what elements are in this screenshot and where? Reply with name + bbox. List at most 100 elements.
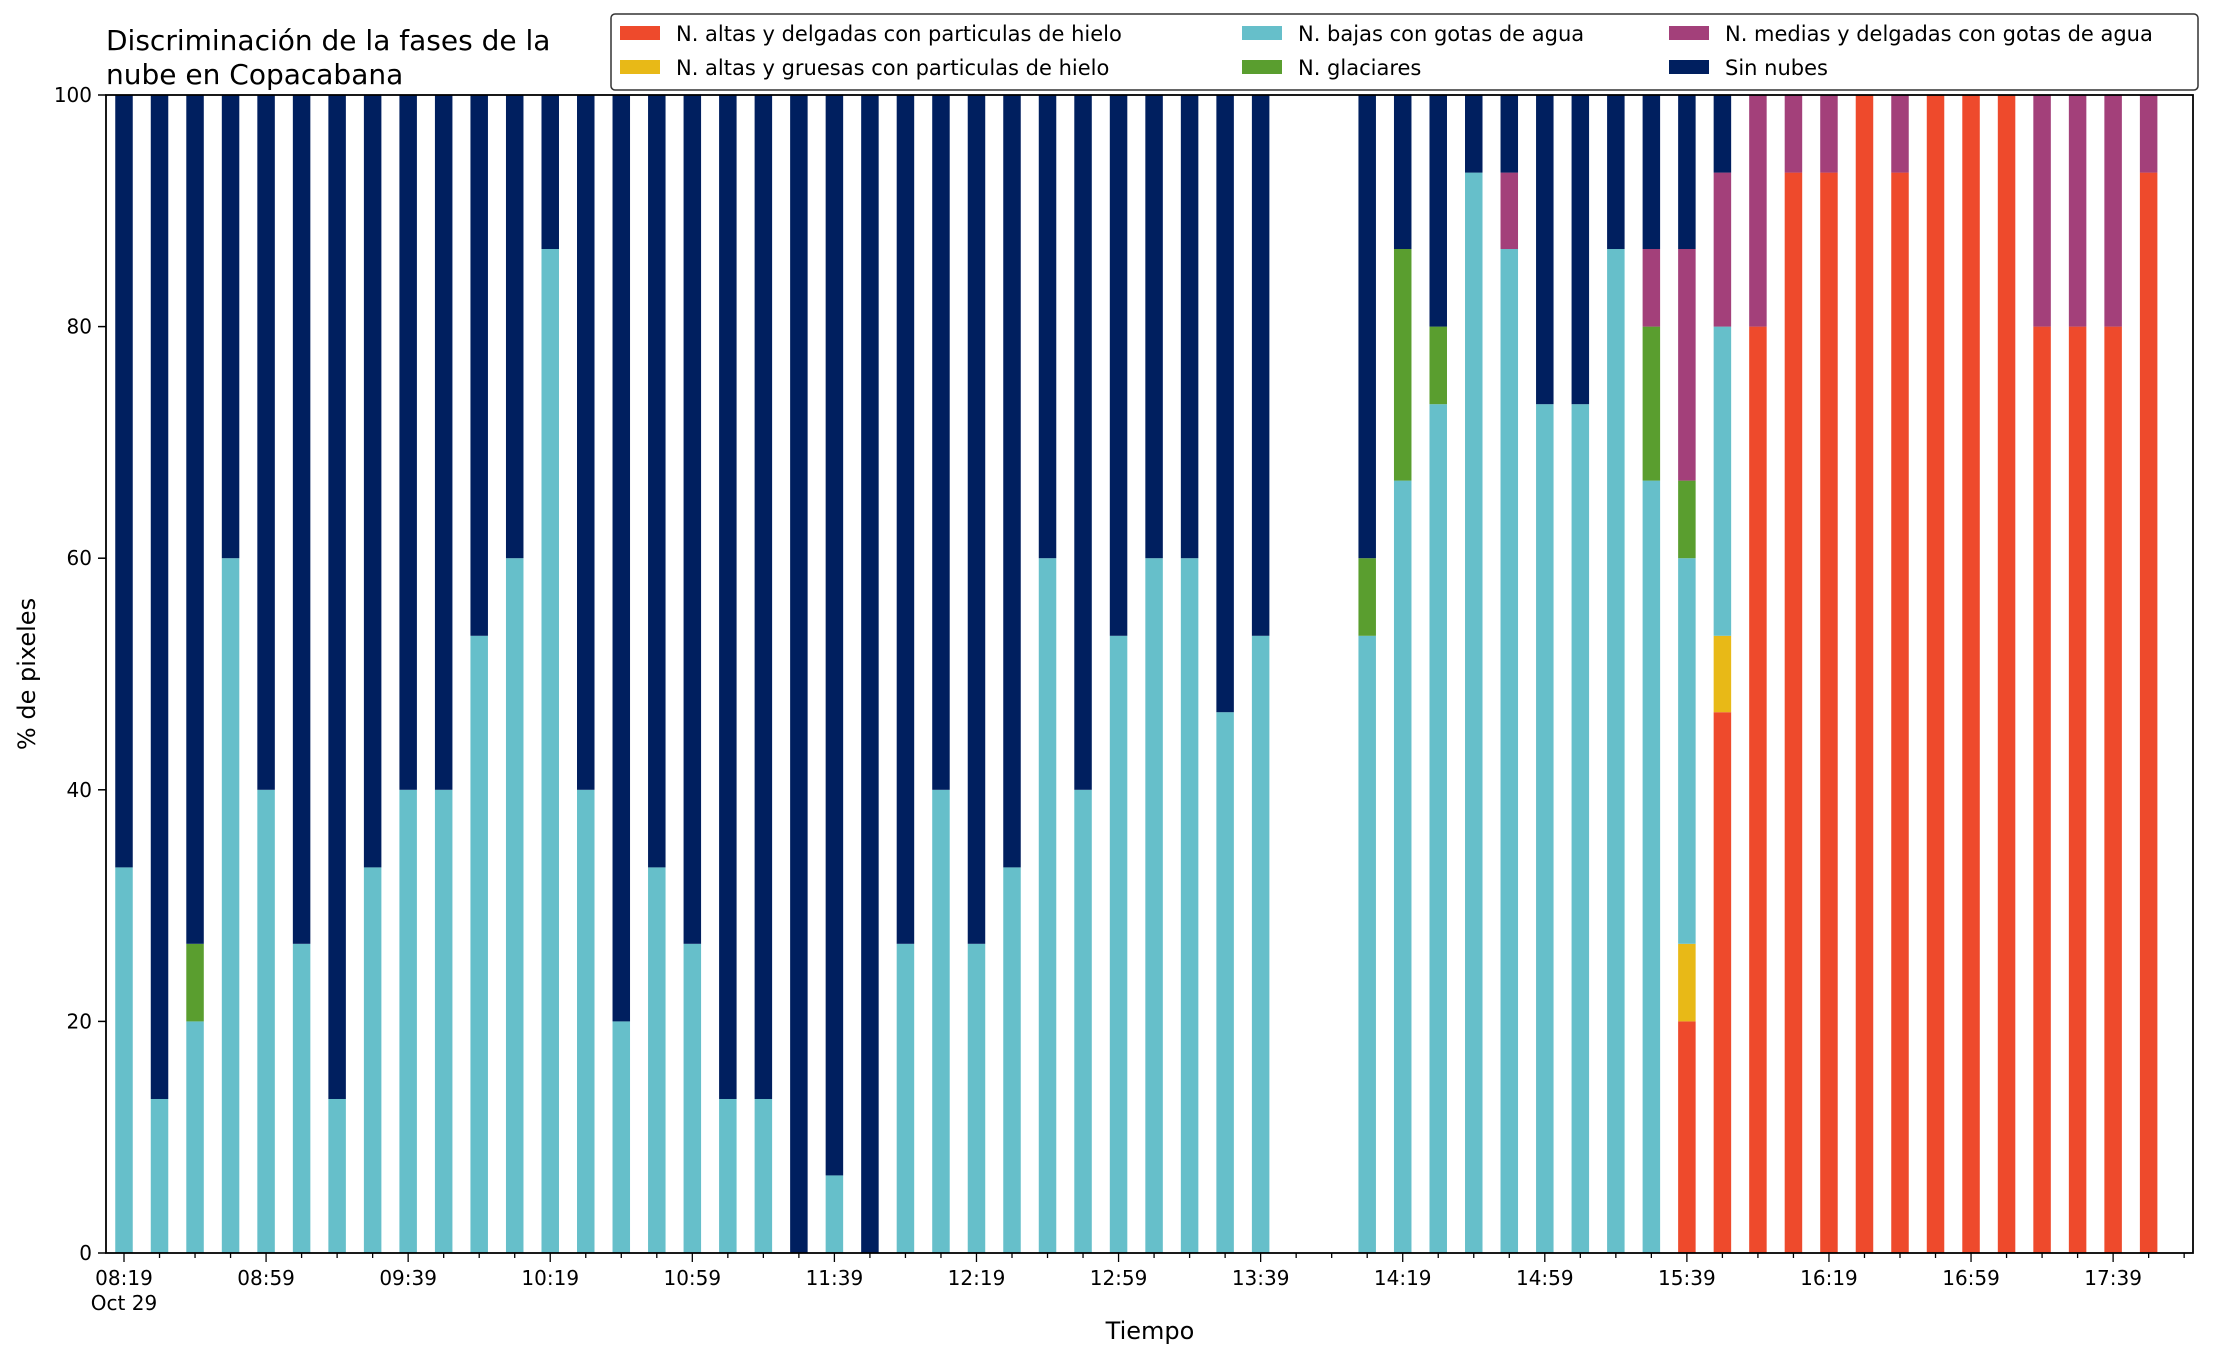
bar-segment bbox=[1678, 1021, 1696, 1253]
bar-segment bbox=[434, 95, 453, 790]
bar-segment bbox=[1749, 95, 1767, 327]
bar-segment bbox=[2068, 95, 2087, 327]
x-tick-label: 17:39 bbox=[2084, 1266, 2142, 1290]
legend-label: N. bajas con gotas de agua bbox=[1298, 22, 1584, 46]
bar-segment bbox=[1607, 95, 1625, 250]
bar-segment bbox=[1536, 404, 1554, 1253]
x-tick-label: 08:19 bbox=[95, 1266, 153, 1290]
bar-segment bbox=[790, 95, 808, 1253]
chart-title-line-2: nube en Copacabana bbox=[106, 58, 403, 91]
legend-item: Sin nubes bbox=[1669, 56, 1828, 80]
bar-segment bbox=[967, 95, 986, 944]
bar-segment bbox=[577, 95, 595, 790]
bar-segment bbox=[1358, 558, 1376, 636]
bar-segment bbox=[470, 95, 488, 636]
bar-segment bbox=[1536, 95, 1554, 405]
axes bbox=[105, 94, 2194, 1254]
y-tick-label: 80 bbox=[67, 315, 92, 339]
bar-segment bbox=[1571, 404, 1590, 1253]
bar-segment bbox=[648, 95, 666, 868]
bar-segment bbox=[1678, 943, 1696, 1022]
bar-segment bbox=[328, 1098, 346, 1253]
bar-segment bbox=[1678, 558, 1696, 944]
bar-segment bbox=[1713, 635, 1732, 713]
bar-segment bbox=[257, 95, 275, 790]
bar-segment bbox=[1180, 95, 1199, 559]
bar-segment bbox=[1003, 95, 1021, 868]
legend-swatch bbox=[620, 26, 660, 40]
y-tick-label: 0 bbox=[79, 1241, 92, 1265]
bar-segment bbox=[292, 95, 311, 944]
legend-label: N. altas y gruesas con particulas de hie… bbox=[676, 56, 1109, 80]
bar-segment bbox=[1038, 558, 1057, 1253]
bar-segment bbox=[2139, 95, 2158, 173]
x-tick-label: 10:19 bbox=[521, 1266, 579, 1290]
bar-segment bbox=[1891, 95, 1909, 173]
bar-segment bbox=[1820, 95, 1838, 173]
x-tick-label: 14:19 bbox=[1374, 1266, 1432, 1290]
bar-segment bbox=[221, 95, 240, 559]
legend-label: N. altas y delgadas con particulas de hi… bbox=[676, 22, 1122, 46]
y-tick-label: 40 bbox=[67, 778, 92, 802]
y-tick-label: 20 bbox=[67, 1009, 92, 1033]
x-tick-label: 15:39 bbox=[1658, 1266, 1716, 1290]
bar-segment bbox=[363, 95, 382, 868]
x-tick-label: 13:39 bbox=[1232, 1266, 1290, 1290]
bar-segment bbox=[541, 249, 559, 1253]
x-tick-label: 12:59 bbox=[1090, 1266, 1148, 1290]
bar-segment bbox=[2033, 95, 2051, 327]
legend-item: N. glaciares bbox=[1242, 56, 1421, 80]
x-tick-sublabel: Oct 29 bbox=[91, 1291, 157, 1315]
bar-segment bbox=[1678, 249, 1696, 481]
bar-segment bbox=[1145, 558, 1163, 1253]
bar-segment bbox=[1393, 249, 1412, 481]
bar-segment bbox=[1429, 326, 1447, 405]
bar-segment bbox=[150, 1098, 169, 1253]
legend-label: N. glaciares bbox=[1298, 56, 1421, 80]
legend-box bbox=[610, 13, 2199, 91]
bar-segment bbox=[1642, 249, 1661, 327]
bar-segment bbox=[1251, 635, 1270, 1253]
legend-item: N. altas y delgadas con particulas de hi… bbox=[620, 22, 1122, 46]
bar-segment bbox=[470, 635, 488, 1253]
bar-segment bbox=[683, 95, 702, 944]
bar-segment bbox=[754, 1098, 773, 1253]
bar-segment bbox=[1926, 95, 1945, 1253]
bar-segment bbox=[1358, 95, 1376, 559]
bar-segment bbox=[505, 558, 524, 1253]
bar-segment bbox=[1749, 326, 1767, 1254]
bar-segment bbox=[1216, 95, 1234, 713]
bars bbox=[115, 95, 2158, 1254]
bar-segment bbox=[2104, 326, 2122, 1254]
bar-segment bbox=[2139, 172, 2158, 1254]
bar-segment bbox=[1251, 95, 1270, 636]
chart-title-line-1: Discriminación de la fases de la bbox=[106, 24, 550, 57]
bar-segment bbox=[1216, 712, 1234, 1253]
bar-segment bbox=[1500, 249, 1519, 1253]
bar-segment bbox=[1891, 172, 1909, 1254]
legend-swatch bbox=[1242, 60, 1282, 74]
bar-segment bbox=[1571, 95, 1590, 405]
bar-segment bbox=[2068, 326, 2087, 1254]
bar-segment bbox=[1074, 95, 1092, 790]
bar-segment bbox=[1393, 95, 1412, 250]
bar-segment bbox=[1678, 95, 1696, 250]
y-axis-label: % de pixeles bbox=[13, 598, 41, 750]
bar-segment bbox=[719, 95, 737, 1099]
bar-segment bbox=[1429, 404, 1447, 1253]
bar-segment bbox=[896, 943, 915, 1253]
legend-swatch bbox=[1242, 26, 1282, 40]
bar-segment bbox=[363, 867, 382, 1253]
bar-segment bbox=[186, 943, 204, 1022]
bar-segment bbox=[1820, 172, 1838, 1254]
bar-segment bbox=[1074, 789, 1092, 1253]
bar-segment bbox=[825, 1175, 844, 1253]
bar-segment bbox=[328, 95, 346, 1099]
x-tick-label: 16:19 bbox=[1800, 1266, 1858, 1290]
bar-segment bbox=[399, 789, 417, 1253]
bar-segment bbox=[825, 95, 844, 1176]
x-tick-label: 10:59 bbox=[663, 1266, 721, 1290]
bar-segment bbox=[1997, 95, 2016, 1253]
